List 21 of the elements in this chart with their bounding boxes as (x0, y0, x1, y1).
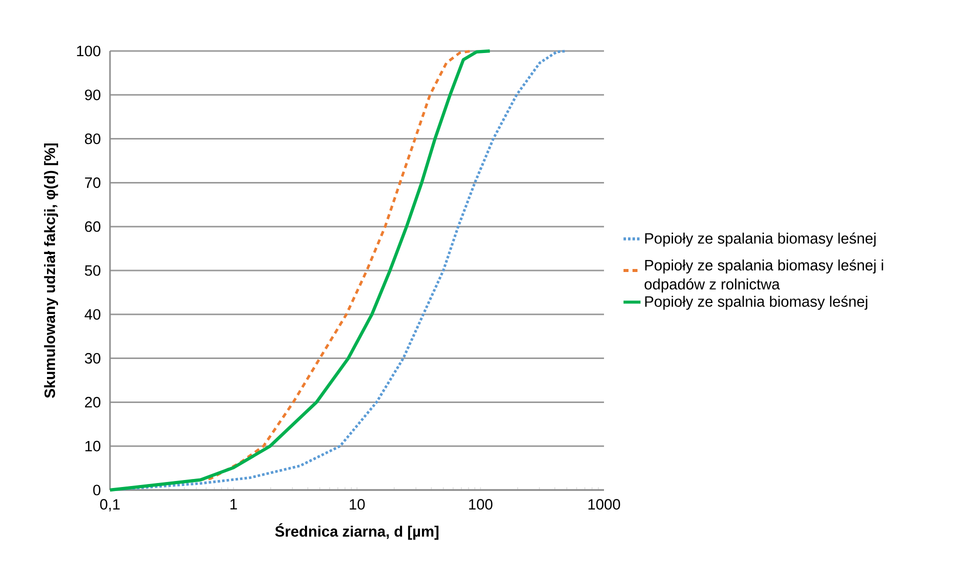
y-tick-label: 0 (93, 484, 100, 496)
x-axis-title: Średnica ziarna, d [µm] (275, 523, 438, 540)
y-tick-label: 20 (85, 396, 100, 408)
x-tick-label: 0,1 (100, 499, 120, 512)
x-tick-label: 1 (230, 499, 237, 510)
legend-label: Popioły ze spalania biomasy leśnej i odpadów z rolnictwa (644, 259, 884, 292)
y-tick-label: 30 (84, 352, 100, 364)
x-tick-label: 1000 (588, 499, 620, 510)
y-tick-label: 60 (85, 221, 100, 232)
y-axis-title: Skumulowany udział fakcji, φ(d) [%] (44, 143, 58, 398)
y-tick-label: 100 (77, 46, 100, 56)
x-tick-label: 100 (469, 499, 492, 510)
y-tick-label: 80 (84, 133, 100, 144)
legend-label: Popioły ze spalnia biomasy leśnej (645, 296, 868, 310)
y-tick-label: 10 (85, 440, 100, 452)
y-tick-label: 90 (84, 90, 100, 100)
y-tick-label: 70 (85, 177, 100, 188)
legend-label: Popioły ze spalania biomasy leśnej (645, 232, 876, 247)
y-tick-label: 40 (84, 309, 100, 320)
y-tick-label: 50 (84, 265, 100, 276)
x-tick-label: 10 (350, 499, 365, 510)
